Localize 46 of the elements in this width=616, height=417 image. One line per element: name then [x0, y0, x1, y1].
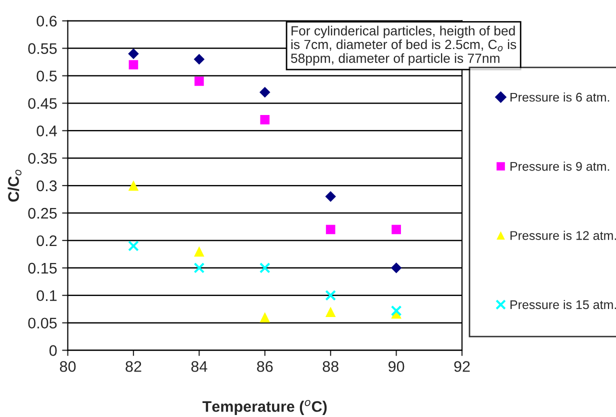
x-tick-label: 82	[126, 361, 142, 372]
x-tick-label: 80	[60, 361, 76, 372]
point	[325, 191, 336, 202]
point	[325, 290, 336, 301]
x-tick-label: 86	[257, 361, 273, 372]
legend-label: Pressure is 6 atm.	[510, 92, 610, 102]
legend-label: Pressure is 9 atm.	[510, 162, 610, 171]
y-tick-label: 0.1	[36, 290, 57, 302]
y-axis-title: C/C$_{o}$	[8, 170, 22, 202]
point	[325, 306, 336, 317]
point	[194, 76, 204, 86]
annotation: For cylinderical particles, heigth of bed is 7cm, diameter of bed is 2.5cm, C$_{o}$ is 58ppm, diameter of particle is 77nm	[291, 26, 516, 66]
point	[194, 262, 205, 274]
y-tick-label: 0.4	[36, 126, 57, 136]
y-tick-label: 0.2	[36, 235, 57, 246]
y-tick-label: 0.05	[28, 318, 57, 329]
point	[326, 224, 336, 234]
y-tick-label: 0.25	[28, 208, 57, 219]
legend-label: Pressure is 15 atm.	[510, 300, 616, 310]
x-tick-label: 90	[388, 361, 404, 372]
y-tick-label: 0.55	[28, 43, 57, 54]
point	[128, 180, 139, 191]
x-axis-title: Temperature ($^{o}$C)	[202, 400, 327, 415]
legend-label: Pressure is 12 atm.	[510, 230, 616, 240]
point	[260, 312, 270, 322]
point	[128, 60, 138, 70]
point	[260, 115, 270, 124]
point	[128, 48, 139, 60]
point	[128, 240, 139, 252]
y-tick-label: 0.5	[36, 70, 57, 82]
y-tick-label: 0.6	[36, 16, 57, 27]
x-tick-label: 92	[454, 361, 470, 372]
point	[392, 224, 401, 234]
y-tick-label: 0.3	[36, 180, 57, 192]
y-tick-label: 0.35	[28, 152, 57, 164]
point	[390, 262, 402, 274]
y-tick-label: 0.45	[28, 98, 57, 109]
point	[390, 305, 402, 316]
point	[259, 262, 270, 274]
point	[194, 246, 204, 257]
x-tick-label: 84	[191, 361, 208, 372]
y-tick-label: 0.15	[28, 262, 57, 274]
point	[260, 86, 270, 98]
x-tick-label: 88	[322, 361, 338, 372]
point	[194, 54, 205, 65]
y-tick-label: 0	[49, 345, 57, 356]
